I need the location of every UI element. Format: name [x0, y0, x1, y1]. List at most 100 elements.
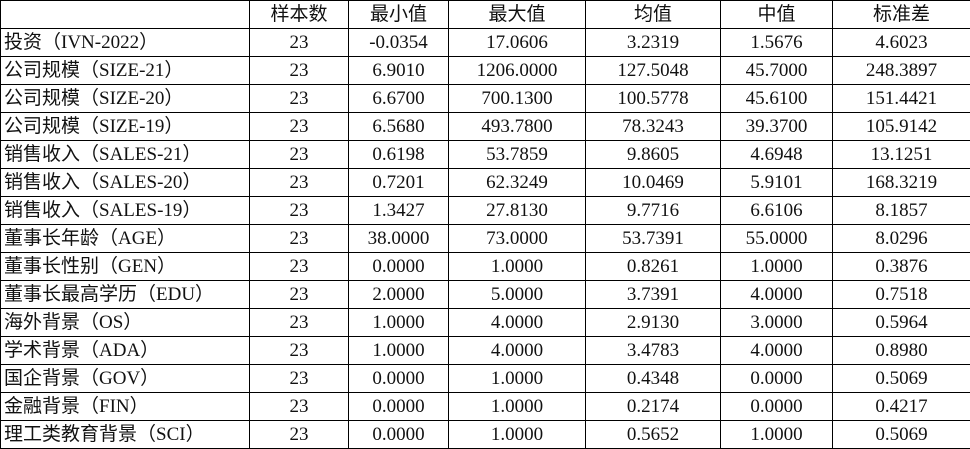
cell-median: 4.0000: [720, 336, 833, 365]
cell-min: 0.0000: [348, 420, 449, 449]
cell-sample-count: 23: [249, 364, 349, 393]
cell-std-dev: 0.5069: [832, 420, 970, 449]
cell-sample-count: 23: [249, 168, 349, 197]
cell-std-dev: 8.1857: [832, 196, 970, 225]
cell-variable: 董事长年龄（AGE）: [0, 224, 250, 253]
header-max: 最大值: [448, 0, 586, 29]
cell-mean: 127.5048: [585, 56, 721, 85]
cell-median: 1.5676: [720, 28, 833, 57]
cell-max: 1206.0000: [448, 56, 586, 85]
cell-min: 0.0000: [348, 364, 449, 393]
header-min: 最小值: [348, 0, 449, 29]
cell-sample-count: 23: [249, 420, 349, 449]
cell-mean: 3.2319: [585, 28, 721, 57]
cell-max: 4.0000: [448, 336, 586, 365]
cell-max: 62.3249: [448, 168, 586, 197]
cell-variable: 销售收入（SALES-20）: [0, 168, 250, 197]
table-row: 董事长最高学历（EDU） 23 2.0000 5.0000 3.7391 4.0000 0.…: [0, 280, 970, 309]
table-row: 董事长性别（GEN） 23 0.0000 1.0000 0.8261 1.0000 0.38…: [0, 252, 970, 281]
table-row: 投资（IVN-2022） 23 -0.0354 17.0606 3.2319 1.5676…: [0, 28, 970, 57]
cell-max: 27.8130: [448, 196, 586, 225]
cell-mean: 2.9130: [585, 308, 721, 337]
cell-mean: 100.5778: [585, 84, 721, 113]
cell-variable: 海外背景（OS）: [0, 308, 250, 337]
cell-variable: 公司规模（SIZE-19）: [0, 112, 250, 141]
cell-mean: 9.8605: [585, 140, 721, 169]
cell-sample-count: 23: [249, 252, 349, 281]
cell-median: 6.6106: [720, 196, 833, 225]
cell-max: 700.1300: [448, 84, 586, 113]
cell-max: 5.0000: [448, 280, 586, 309]
table-row: 公司规模（SIZE-21） 23 6.9010 1206.0000 127.5048 45…: [0, 56, 970, 85]
table-row: 董事长年龄（AGE） 23 38.0000 73.0000 53.7391 55.0000…: [0, 224, 970, 253]
cell-sample-count: 23: [249, 224, 349, 253]
cell-sample-count: 23: [249, 336, 349, 365]
cell-min: 0.7201: [348, 168, 449, 197]
header-sample-count: 样本数: [249, 0, 349, 29]
cell-sample-count: 23: [249, 84, 349, 113]
cell-sample-count: 23: [249, 28, 349, 57]
cell-std-dev: 248.3897: [832, 56, 970, 85]
cell-std-dev: 0.3876: [832, 252, 970, 281]
cell-variable: 销售收入（SALES-19）: [0, 196, 250, 225]
cell-max: 1.0000: [448, 420, 586, 449]
cell-sample-count: 23: [249, 308, 349, 337]
cell-median: 0.0000: [720, 392, 833, 421]
table-row: 金融背景（FIN） 23 0.0000 1.0000 0.2174 0.0000 0.421…: [0, 392, 970, 421]
cell-std-dev: 151.4421: [832, 84, 970, 113]
cell-mean: 10.0469: [585, 168, 721, 197]
cell-max: 1.0000: [448, 252, 586, 281]
cell-std-dev: 0.8980: [832, 336, 970, 365]
header-median: 中值: [720, 0, 833, 29]
cell-std-dev: 4.6023: [832, 28, 970, 57]
cell-min: -0.0354: [348, 28, 449, 57]
cell-variable: 理工类教育背景（SCI）: [0, 420, 250, 449]
cell-min: 0.0000: [348, 392, 449, 421]
cell-mean: 0.2174: [585, 392, 721, 421]
cell-variable: 金融背景（FIN）: [0, 392, 250, 421]
cell-median: 55.0000: [720, 224, 833, 253]
cell-variable: 董事长最高学历（EDU）: [0, 280, 250, 309]
cell-min: 0.6198: [348, 140, 449, 169]
table-row: 销售收入（SALES-19） 23 1.3427 27.8130 9.7716 6.610…: [0, 196, 970, 225]
table-row: 国企背景（GOV） 23 0.0000 1.0000 0.4348 0.0000 0.506…: [0, 364, 970, 393]
header-std-dev: 标准差: [832, 0, 970, 29]
cell-max: 73.0000: [448, 224, 586, 253]
cell-sample-count: 23: [249, 280, 349, 309]
header-row: 样本数 最小值 最大值 均值 中值 标准差: [0, 0, 970, 29]
table-row: 销售收入（SALES-21） 23 0.6198 53.7859 9.8605 4.694…: [0, 140, 970, 169]
table-row: 公司规模（SIZE-19） 23 6.5680 493.7800 78.3243 39.3…: [0, 112, 970, 141]
cell-sample-count: 23: [249, 112, 349, 141]
cell-variable: 公司规模（SIZE-20）: [0, 84, 250, 113]
cell-median: 39.3700: [720, 112, 833, 141]
cell-variable: 销售收入（SALES-21）: [0, 140, 250, 169]
cell-mean: 3.7391: [585, 280, 721, 309]
cell-mean: 0.4348: [585, 364, 721, 393]
cell-median: 4.6948: [720, 140, 833, 169]
cell-sample-count: 23: [249, 56, 349, 85]
cell-std-dev: 0.4217: [832, 392, 970, 421]
header-variable: [0, 0, 250, 29]
cell-median: 0.0000: [720, 364, 833, 393]
cell-mean: 78.3243: [585, 112, 721, 141]
cell-min: 0.0000: [348, 252, 449, 281]
cell-std-dev: 168.3219: [832, 168, 970, 197]
cell-max: 4.0000: [448, 308, 586, 337]
cell-variable: 投资（IVN-2022）: [0, 28, 250, 57]
cell-max: 17.0606: [448, 28, 586, 57]
cell-median: 45.6100: [720, 84, 833, 113]
cell-median: 45.7000: [720, 56, 833, 85]
cell-median: 5.9101: [720, 168, 833, 197]
cell-min: 2.0000: [348, 280, 449, 309]
cell-sample-count: 23: [249, 140, 349, 169]
cell-min: 6.5680: [348, 112, 449, 141]
table-row: 公司规模（SIZE-20） 23 6.6700 700.1300 100.5778 45.…: [0, 84, 970, 113]
cell-median: 4.0000: [720, 280, 833, 309]
cell-max: 493.7800: [448, 112, 586, 141]
cell-max: 1.0000: [448, 364, 586, 393]
cell-median: 1.0000: [720, 252, 833, 281]
table-row: 海外背景（OS） 23 1.0000 4.0000 2.9130 3.0000 0.5964: [0, 308, 970, 337]
cell-sample-count: 23: [249, 392, 349, 421]
cell-mean: 9.7716: [585, 196, 721, 225]
